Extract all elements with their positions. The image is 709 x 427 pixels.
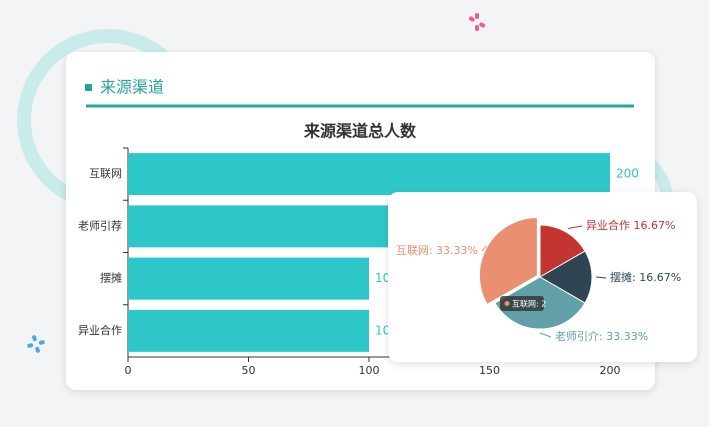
- x-tick-label: 200: [600, 364, 621, 377]
- card-title: 来源渠道: [100, 78, 164, 97]
- pie-chart: 异业合作 16.67% 摆摊: 16.67% 老师引介: 33.33% 互联网: 33…: [396, 216, 681, 343]
- pie-label: 老师引介: 33.33%: [555, 329, 648, 343]
- tooltip-box: [500, 296, 544, 311]
- bar: [128, 153, 610, 196]
- tooltip-dot: [504, 301, 510, 306]
- label-line: [539, 332, 552, 338]
- pie-label: 摆摊: 16.67%: [610, 270, 681, 284]
- chart-title: 来源渠道总人数: [303, 122, 417, 141]
- x-tick-label: 0: [125, 364, 132, 377]
- value-label: 200: [616, 167, 639, 181]
- header-icon: [85, 84, 92, 91]
- x-tick-label: 100: [359, 364, 380, 377]
- pie-slice: [539, 224, 586, 278]
- pie-label: 异业合作 16.67%: [586, 218, 675, 232]
- y-tick-label: 摆摊: [100, 271, 122, 285]
- label-line: [567, 225, 583, 229]
- x-tick-label: 50: [242, 364, 256, 377]
- y-tick-label: 老师引荐: [78, 218, 122, 232]
- y-tick-label: 互联网: [89, 167, 122, 180]
- label-line: [481, 245, 487, 252]
- bar: [128, 309, 369, 352]
- decor-sparkle: [27, 335, 45, 353]
- label-line: [595, 276, 607, 279]
- y-tick-label: 异业合作: [78, 323, 122, 337]
- tooltip: 互联网: 2: [512, 300, 546, 309]
- decor-sparkle: [468, 13, 486, 31]
- pie-label: 互联网: 33.33%: [396, 244, 478, 257]
- x-tick-label: 150: [479, 364, 500, 377]
- pie-slice: [539, 250, 593, 304]
- pie-slice: [478, 216, 538, 306]
- bar: [128, 257, 369, 300]
